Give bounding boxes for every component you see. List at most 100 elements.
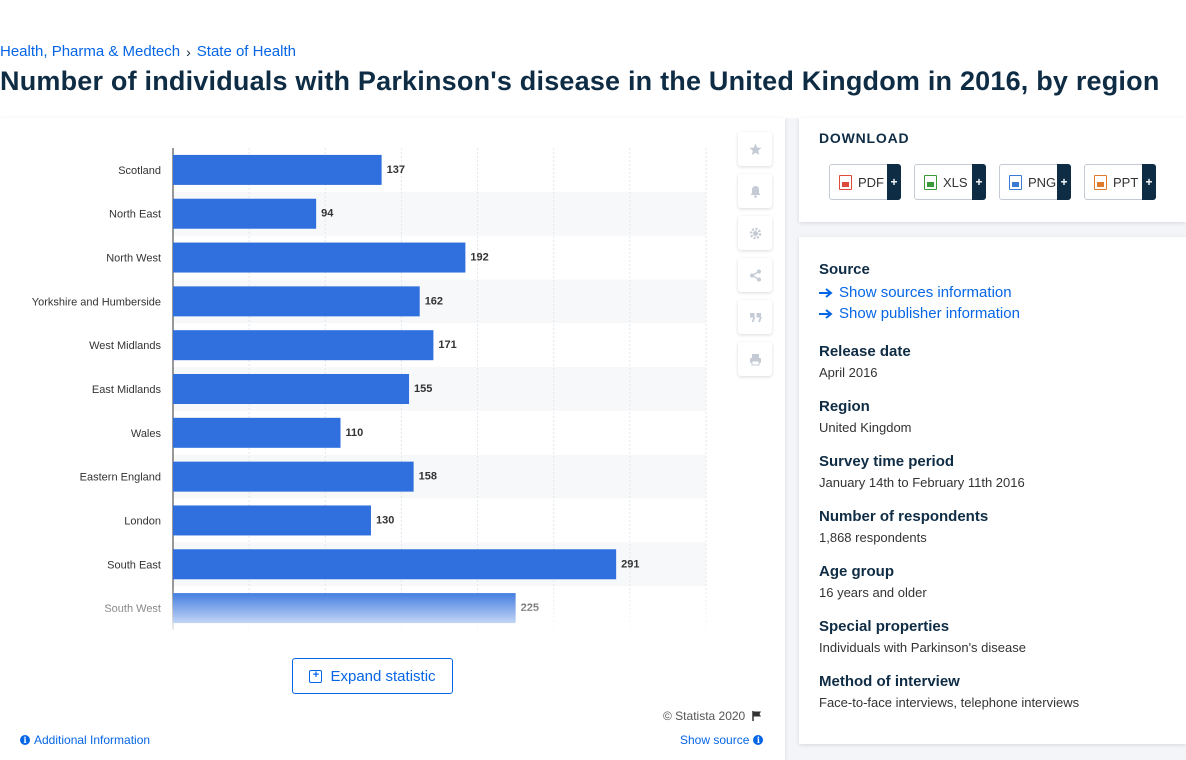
release-date-value: April 2016 (819, 365, 878, 380)
xls-file-icon (924, 174, 937, 190)
respondents-heading: Number of respondents (819, 508, 989, 525)
flag-icon[interactable] (751, 710, 763, 722)
download-png-label: PNG (1028, 174, 1057, 190)
region-value: United Kingdom (819, 420, 912, 435)
category-label: Wales (131, 428, 162, 440)
category-label: London (124, 515, 161, 527)
bar (173, 505, 371, 536)
print-icon (749, 353, 761, 365)
expand-statistic-button[interactable]: + Expand statistic (292, 658, 453, 694)
breadcrumb-state-of-health[interactable]: State of Health (196, 43, 296, 60)
survey-period-heading: Survey time period (819, 453, 955, 470)
region-section: Region United Kingdom (819, 398, 912, 435)
category-label: West Midlands (89, 340, 161, 352)
category-label: East Midlands (92, 384, 162, 396)
bar (173, 198, 317, 229)
ppt-file-icon (1094, 174, 1107, 190)
interview-method-value: Face-to-face interviews, telephone inter… (819, 695, 1080, 710)
interview-method-heading: Method of interview (819, 673, 960, 690)
respondents-section: Number of respondents 1,868 respondents (819, 508, 988, 545)
page-title: Number of individuals with Parkinson's d… (0, 66, 1160, 96)
copyright-text: © Statista 2020 (663, 709, 746, 723)
show-source-label: Show source (680, 733, 750, 747)
breadcrumb: Health, Pharma & Medtech › State of Heal… (0, 43, 296, 60)
bar (173, 242, 466, 273)
download-title: DOWNLOAD (819, 130, 910, 146)
bar-chart: Scotland 137 North East 94 North West 192 York… (0, 148, 720, 630)
category-label: Eastern England (80, 472, 161, 484)
interview-method-section: Method of interview Face-to-face intervi… (819, 673, 1079, 710)
special-properties-value: Individuals with Parkinson's disease (819, 640, 1026, 655)
respondents-value: 1,868 respondents (819, 530, 927, 545)
value-label: 110 (346, 427, 364, 439)
source-heading: Source (819, 261, 870, 278)
show-source-link[interactable]: Show source i (680, 733, 764, 747)
download-xls-label: XLS (943, 174, 968, 190)
value-label: 291 (621, 558, 639, 570)
age-group-heading: Age group (819, 563, 894, 580)
info-icon: i (753, 735, 764, 745)
png-file-icon (1009, 174, 1022, 190)
age-group-value: 16 years and older (819, 585, 927, 600)
value-label: 130 (376, 514, 394, 526)
release-date-heading: Release date (819, 343, 911, 360)
download-pdf-button[interactable]: PDF + (829, 164, 901, 200)
statistic-details-card: Source Show sources information Show pub… (799, 237, 1186, 744)
quote-icon (749, 312, 762, 322)
bar (173, 286, 420, 317)
download-buttons: PDF + XLS + PNG + PPT + (829, 164, 1156, 200)
download-png-button[interactable]: PNG + (999, 164, 1071, 200)
show-publisher-label: Show publisher information (839, 305, 1020, 322)
pdf-file-icon (839, 174, 852, 190)
value-label: 162 (425, 295, 443, 307)
additional-information-link[interactable]: i Additional Information (20, 733, 150, 747)
value-label: 94 (321, 208, 334, 220)
release-date-section: Release date April 2016 (819, 343, 911, 380)
value-label: 155 (414, 383, 432, 395)
plus-icon: + (1057, 164, 1071, 200)
bar (173, 330, 434, 361)
plus-icon: + (887, 164, 901, 200)
value-label: 171 (438, 339, 456, 351)
show-sources-label: Show sources information (839, 284, 1012, 301)
category-label: North East (109, 209, 161, 221)
bar (173, 549, 617, 580)
share-button[interactable] (738, 258, 772, 292)
settings-button[interactable] (738, 216, 772, 250)
show-publisher-link[interactable]: Show publisher information (819, 305, 1020, 322)
print-button[interactable] (738, 342, 772, 376)
breadcrumb-separator: › (186, 43, 191, 60)
favorite-button[interactable] (738, 132, 772, 166)
arrow-right-icon (819, 287, 833, 298)
category-label: Yorkshire and Humberside (32, 296, 161, 308)
special-properties-heading: Special properties (819, 618, 950, 635)
copyright: © Statista 2020 (663, 709, 763, 723)
chart-toolbar (738, 132, 772, 376)
download-ppt-button[interactable]: PPT + (1084, 164, 1156, 200)
survey-period-value: January 14th to February 11th 2016 (819, 475, 1025, 490)
bell-icon (750, 185, 760, 198)
download-ppt-label: PPT (1113, 174, 1139, 190)
chart-card: Scotland 137 North East 94 North West 192 York… (0, 118, 785, 760)
survey-period-section: Survey time period January 14th to Febru… (819, 453, 1025, 490)
breadcrumb-health[interactable]: Health, Pharma & Medtech (0, 43, 181, 60)
notification-button[interactable] (738, 174, 772, 208)
value-label: 137 (387, 164, 405, 176)
bar (173, 461, 414, 492)
value-label: 158 (419, 471, 437, 483)
age-group-section: Age group 16 years and older (819, 563, 927, 600)
info-icon: i (20, 735, 30, 745)
share-icon (749, 269, 761, 281)
show-sources-link[interactable]: Show sources information (819, 284, 1020, 301)
bar (173, 417, 341, 448)
gear-icon (749, 227, 761, 239)
download-xls-button[interactable]: XLS + (914, 164, 986, 200)
cite-button[interactable] (738, 300, 772, 334)
plus-icon: + (972, 164, 986, 200)
special-properties-section: Special properties Individuals with Park… (819, 618, 1026, 655)
additional-info-label: Additional Information (34, 733, 151, 747)
category-label: North West (106, 253, 161, 265)
category-label: South East (107, 559, 161, 571)
star-icon (749, 143, 761, 155)
